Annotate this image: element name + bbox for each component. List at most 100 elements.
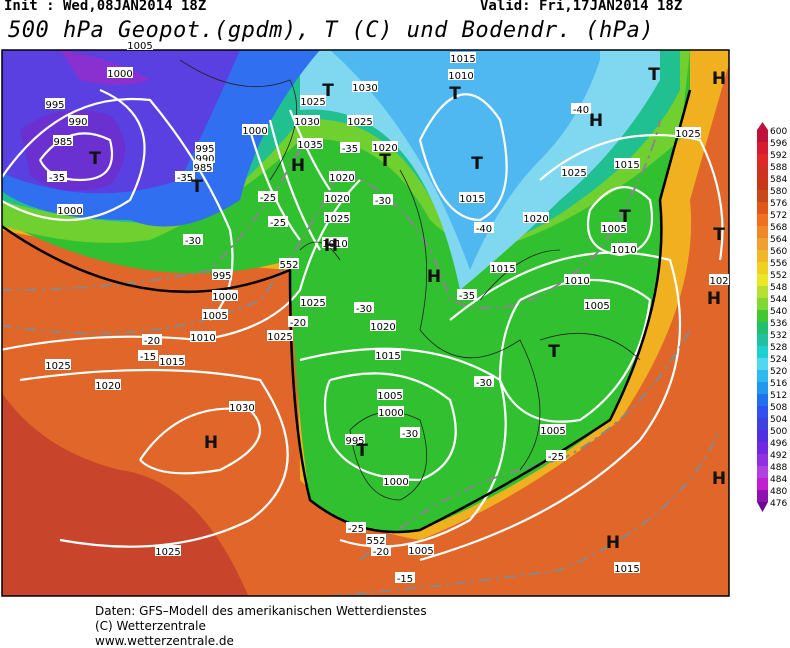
contour-label-box [190,331,216,342]
contour-label-text: 1020 [372,143,397,154]
contour-label: 1025 [347,115,373,128]
colorbar-swatch [757,154,768,166]
contour-label: -35 [175,171,195,184]
contour-label-box [474,376,494,387]
colorbar-label: 592 [770,151,787,161]
contour-label-box [370,320,396,331]
contour-label-text: -35 [459,291,475,302]
colorbar-label: 548 [770,283,787,293]
footer-source: Daten: GFS–Modell des amerikanischen Wet… [95,604,427,618]
contour-label-box [408,544,434,555]
contour-label-box [322,237,348,248]
contour-label: 990 [195,152,215,165]
map-field [2,50,729,596]
contour-label: 1020 [329,171,355,184]
contour-label-text: 1005 [540,426,565,437]
colorbar-label: 540 [770,307,787,317]
contour-label-box [107,67,133,78]
contour-label: 1025 [300,296,326,309]
contour-label-text: 985 [193,163,212,174]
colorbar-swatch [757,358,768,370]
contour-label: -25 [268,216,288,229]
colorbar-label: 556 [770,259,787,269]
contour-label-box [601,222,627,233]
contour-label-box [459,192,485,203]
contour-label: 1000 [57,204,83,217]
colorbar-label: 496 [770,439,787,449]
pressure-center: T [89,149,101,169]
contour-label-text: 1005 [584,301,609,312]
contour-label: -25 [546,450,566,463]
colorbar-swatch [757,274,768,286]
colorbar-label: 600 [770,127,787,137]
colorbar-swatch [757,250,768,262]
colorbar-label: 544 [770,295,787,305]
contour-label-text: 1035 [297,140,322,151]
contour-label: 1005 [408,544,434,557]
contour-label-text: -25 [348,524,364,535]
colorbar-swatch [757,298,768,310]
contour-label-box [448,69,474,80]
colorbar-label: 524 [770,355,787,365]
contour-label-text: 1015 [614,564,639,575]
contour-label: 1005 [540,424,566,437]
contour-label-box [175,171,195,182]
contour-label-box [258,191,278,202]
contour-label: 1010 [564,274,590,287]
pressure-center: T [548,342,560,362]
contour-label-box [127,39,153,50]
contour-label-box [377,389,403,400]
contour-label-text: 102 [709,276,728,287]
colorbar-swatch [757,394,768,406]
contour-label-text: 1015 [450,54,475,65]
colorbar-label: 576 [770,199,787,209]
map: 10051000995990985-351000995990985-351000… [1,39,787,597]
contour-label-box [329,171,355,182]
colorbar-cap [757,502,768,512]
contour-label-box [267,330,293,341]
contour-label-box [300,296,326,307]
contour-label: 1010 [611,243,637,256]
contour-label-text: 995 [195,144,214,155]
contour-label-text: 1010 [448,71,473,82]
contour-label-text: 1005 [377,391,402,402]
contour-label: 1020 [95,379,121,392]
contour-label-box [352,81,378,92]
colorbar-label: 492 [770,451,787,461]
contour-label: -30 [183,234,203,247]
contour-label-box [183,234,203,245]
contour-label: 1025 [324,212,350,225]
contour-label: 1005 [377,389,403,402]
contour-label-box [347,115,373,126]
contour-label-text: 1005 [601,224,626,235]
contour-label-box [709,274,729,285]
colorbar-label: 568 [770,223,787,233]
contour-label-box [212,269,232,280]
map-frame [1,49,730,597]
contour-label-box [159,355,185,366]
contour-label: 990 [68,115,88,128]
contour-label: -35 [47,171,67,184]
contour-label: 1030 [352,81,378,94]
contour-label-text: 1010 [322,239,347,250]
contour-label-box [400,427,420,438]
pressure-center: H [204,433,218,453]
contour-label-text: -25 [548,452,564,463]
contour-label-box [195,142,215,153]
contour-label-box [155,545,181,556]
contour-label-box [450,52,476,63]
contour-label-box [383,475,409,486]
contour-label-text: 1015 [490,264,515,275]
contour-label: -30 [373,194,393,207]
colorbar-swatch [757,214,768,226]
contour-label: 102 [709,274,729,287]
init-time: Init : Wed,08JAN2014 18Z [4,0,207,14]
pressure-center: H [712,469,726,489]
contour-label-text: 1000 [383,477,408,488]
colorbar-swatch [757,406,768,418]
contour-label: 995 [195,142,215,155]
contour-label-box [138,350,158,361]
pressure-center: T [379,151,391,171]
contour-label-box [378,406,404,417]
contour-label: 1020 [372,141,398,154]
